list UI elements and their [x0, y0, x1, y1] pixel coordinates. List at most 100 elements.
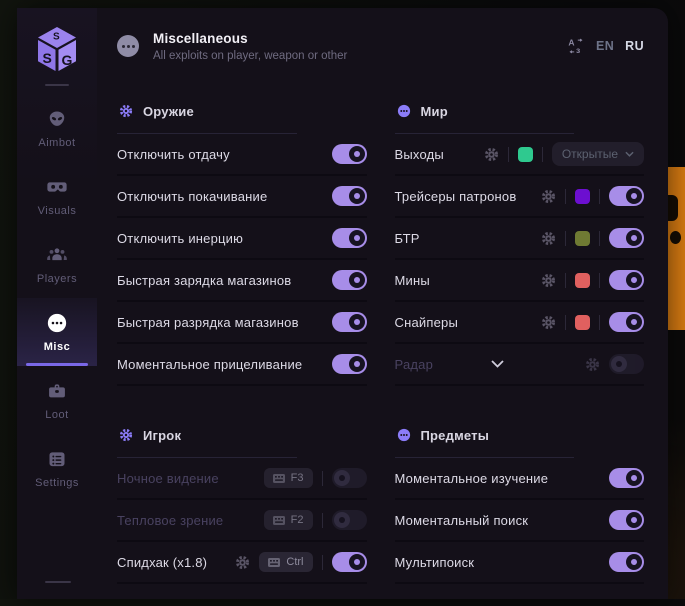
background-text-fragment	[668, 195, 678, 221]
sidebar-item-loot[interactable]: Loot	[17, 366, 97, 434]
row-speedhack: Спидхак (x1.8) Ctrl	[117, 542, 367, 584]
header-text: Miscellaneous All exploits on player, we…	[153, 31, 347, 62]
row-thermal-vision: Тепловое зрение F2	[117, 500, 367, 542]
row-fast-reload: Быстрая зарядка магазинов	[117, 260, 367, 302]
toggle-on[interactable]	[331, 552, 367, 572]
content-columns: Оружие Отключить отдачу Отключить покачи…	[117, 84, 644, 606]
color-swatch[interactable]	[575, 314, 590, 330]
row-label: БТР	[394, 230, 420, 246]
sidebar: S G S Aimbot	[17, 8, 97, 599]
toggle-on[interactable]	[609, 468, 644, 488]
section-world: Мир Выходы Открыты	[394, 84, 645, 386]
toggle-on[interactable]	[331, 144, 367, 164]
ellipsis-circle-icon	[117, 35, 139, 57]
toggle-on[interactable]	[331, 186, 367, 206]
control-separator	[565, 272, 566, 288]
chevron-down-icon[interactable]	[491, 360, 504, 368]
toggle-off[interactable]	[331, 468, 367, 488]
svg-text:G: G	[62, 52, 73, 68]
hotkey-badge[interactable]: F2	[263, 510, 313, 530]
sidebar-item-label: Players	[36, 272, 78, 285]
vr-goggles-icon	[46, 176, 68, 198]
control-separator	[565, 188, 566, 204]
row-instant-loot: Моментальный поиск	[394, 500, 644, 542]
hotkey-badge[interactable]: F3	[263, 468, 313, 488]
briefcase-icon	[46, 380, 68, 402]
lang-ru-button[interactable]: RU	[625, 39, 644, 53]
color-swatch[interactable]	[575, 272, 590, 288]
section-title: Оружие	[143, 103, 194, 119]
row-label: Мины	[394, 272, 430, 288]
svg-text:з: з	[576, 45, 580, 55]
toggle-on[interactable]	[331, 270, 367, 290]
gear-icon[interactable]	[541, 315, 556, 330]
toggle-on[interactable]	[609, 186, 644, 206]
row-label: Мультипоиск	[394, 554, 475, 570]
page-header: Miscellaneous All exploits on player, we…	[117, 8, 644, 84]
section-header: Игрок	[117, 408, 367, 448]
control-separator	[565, 314, 566, 330]
sidebar-item-misc[interactable]: Misc	[17, 298, 97, 366]
control-separator	[321, 512, 323, 528]
row-label: Ночное видение	[117, 470, 219, 486]
row-label: Моментальное изучение	[394, 470, 549, 486]
lang-en-button[interactable]: EN	[595, 39, 615, 53]
gear-icon[interactable]	[541, 189, 556, 204]
ellipsis-circle-icon	[46, 312, 68, 334]
toggle-off[interactable]	[609, 354, 644, 374]
sidebar-item-label: Visuals	[37, 204, 77, 217]
row-label: Моментальное прицеливание	[117, 356, 303, 372]
exits-dropdown[interactable]: Открытые	[551, 142, 644, 166]
control-separator	[507, 146, 509, 162]
section-divider	[117, 457, 297, 458]
toggle-on[interactable]	[609, 552, 644, 572]
toggle-on[interactable]	[331, 354, 367, 374]
hotkey-badge[interactable]: Ctrl	[259, 552, 313, 572]
toggle-on[interactable]	[609, 228, 644, 248]
toggle-on[interactable]	[609, 312, 644, 332]
toggle-on[interactable]	[609, 510, 644, 530]
control-separator	[599, 188, 600, 204]
svg-text:A: A	[568, 38, 574, 48]
row-radar: Радар	[394, 344, 644, 386]
sidebar-item-label: Settings	[35, 476, 79, 489]
toggle-on[interactable]	[331, 312, 367, 332]
color-swatch[interactable]	[517, 146, 533, 162]
color-swatch[interactable]	[575, 188, 590, 204]
language-switcher: A з EN RU	[567, 37, 644, 55]
section-divider	[394, 133, 575, 134]
control-separator	[599, 230, 600, 246]
sidebar-item-settings[interactable]: Settings	[17, 434, 97, 502]
row-no-inertia: Отключить инерцию	[117, 218, 367, 260]
background-text-fragment	[670, 231, 681, 244]
gear-icon[interactable]	[235, 555, 250, 570]
gear-icon[interactable]	[541, 231, 556, 246]
color-swatch[interactable]	[575, 230, 590, 246]
svg-text:S: S	[53, 32, 60, 43]
row-night-vision: Ночное видение F3	[117, 458, 367, 500]
sidebar-item-players[interactable]: Players	[17, 230, 97, 298]
alien-icon	[46, 108, 68, 130]
section-items: Предметы Моментальное изучение Моменталь…	[394, 408, 644, 584]
section-header: Мир	[395, 84, 645, 124]
toggle-on[interactable]	[331, 228, 367, 248]
row-btr: БТР	[394, 218, 644, 260]
translate-icon[interactable]: A з	[567, 37, 585, 55]
section-divider	[117, 133, 297, 134]
toggle-on[interactable]	[609, 270, 644, 290]
row-no-recoil: Отключить отдачу	[117, 134, 367, 176]
gear-icon[interactable]	[484, 147, 499, 162]
sidebar-item-visuals[interactable]: Visuals	[17, 162, 97, 230]
toggle-off[interactable]	[331, 510, 367, 530]
gear-icon[interactable]	[541, 273, 556, 288]
control-separator	[565, 230, 566, 246]
section-header: Оружие	[117, 84, 367, 124]
control-separator	[599, 272, 600, 288]
settings-list-icon	[46, 448, 68, 470]
control-separator	[541, 146, 543, 162]
sidebar-item-aimbot[interactable]: Aimbot	[17, 94, 97, 162]
gear-icon[interactable]	[585, 357, 600, 372]
main-panel: Miscellaneous All exploits on player, we…	[97, 8, 668, 599]
svg-text:S: S	[43, 50, 52, 66]
row-mines: Мины	[394, 260, 644, 302]
